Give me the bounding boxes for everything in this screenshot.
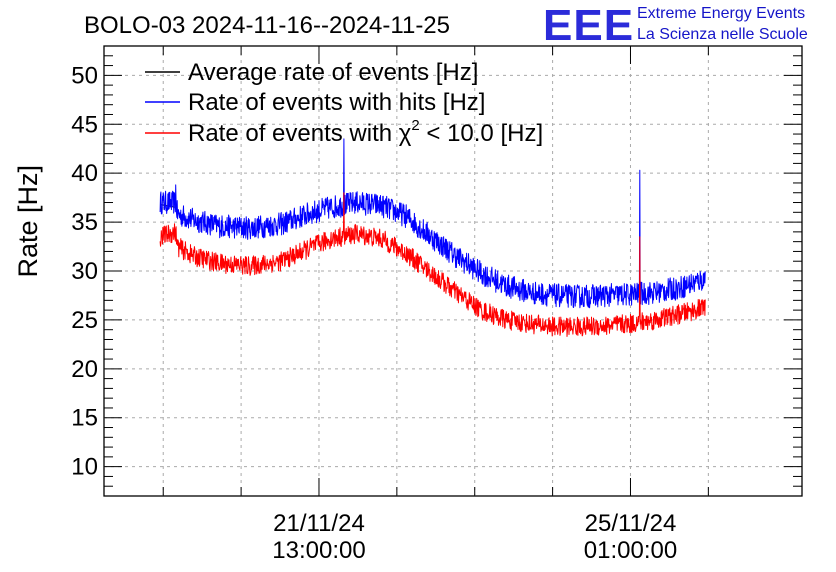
legend-chi2-suffix: < 10.0 [Hz] (420, 120, 543, 147)
x-tick-time-1: 01:00:00 (584, 537, 677, 564)
series-line-2 (159, 192, 706, 337)
y-tick-label-20: 20 (71, 356, 98, 383)
y-tick-label-40: 40 (71, 160, 98, 187)
eee-logo: EEE (543, 1, 634, 50)
data-series (159, 138, 706, 337)
y-tick-label-15: 15 (71, 405, 98, 432)
x-tick-date-1: 25/11/24 (585, 510, 677, 537)
grid-lines (104, 46, 802, 496)
series-line-1 (159, 138, 706, 309)
y-axis-label: Rate [Hz] (13, 165, 43, 278)
y-tick-label-30: 30 (71, 258, 98, 285)
legend-label-chi2: Rate of events with χ2 < 10.0 [Hz] (188, 117, 543, 147)
legend-label-hits: Rate of events with hits [Hz] (188, 89, 485, 116)
chart-title: BOLO-03 2024-11-16--2024-11-25 (84, 12, 450, 39)
y-tick-label-25: 25 (71, 307, 98, 334)
y-tick-label-50: 50 (71, 62, 98, 89)
y-axis-ticks: 10 15 20 25 30 35 40 45 50 (71, 45, 802, 497)
y-tick-label-10: 10 (71, 454, 98, 481)
legend-label-average: Average rate of events [Hz] (188, 59, 478, 86)
legend: Average rate of events [Hz] Rate of even… (145, 59, 543, 147)
brand-line-2: La Scienza nelle Scuole (637, 26, 808, 43)
brand-line-1: Extreme Energy Events (637, 5, 805, 22)
x-tick-date-0: 21/11/24 (273, 510, 365, 537)
legend-chi2-prefix: Rate of events with χ (188, 120, 412, 147)
x-tick-time-0: 13:00:00 (272, 537, 365, 564)
y-tick-label-35: 35 (71, 209, 98, 236)
legend-chi2-sup: 2 (411, 117, 419, 134)
y-tick-label-45: 45 (71, 111, 98, 138)
